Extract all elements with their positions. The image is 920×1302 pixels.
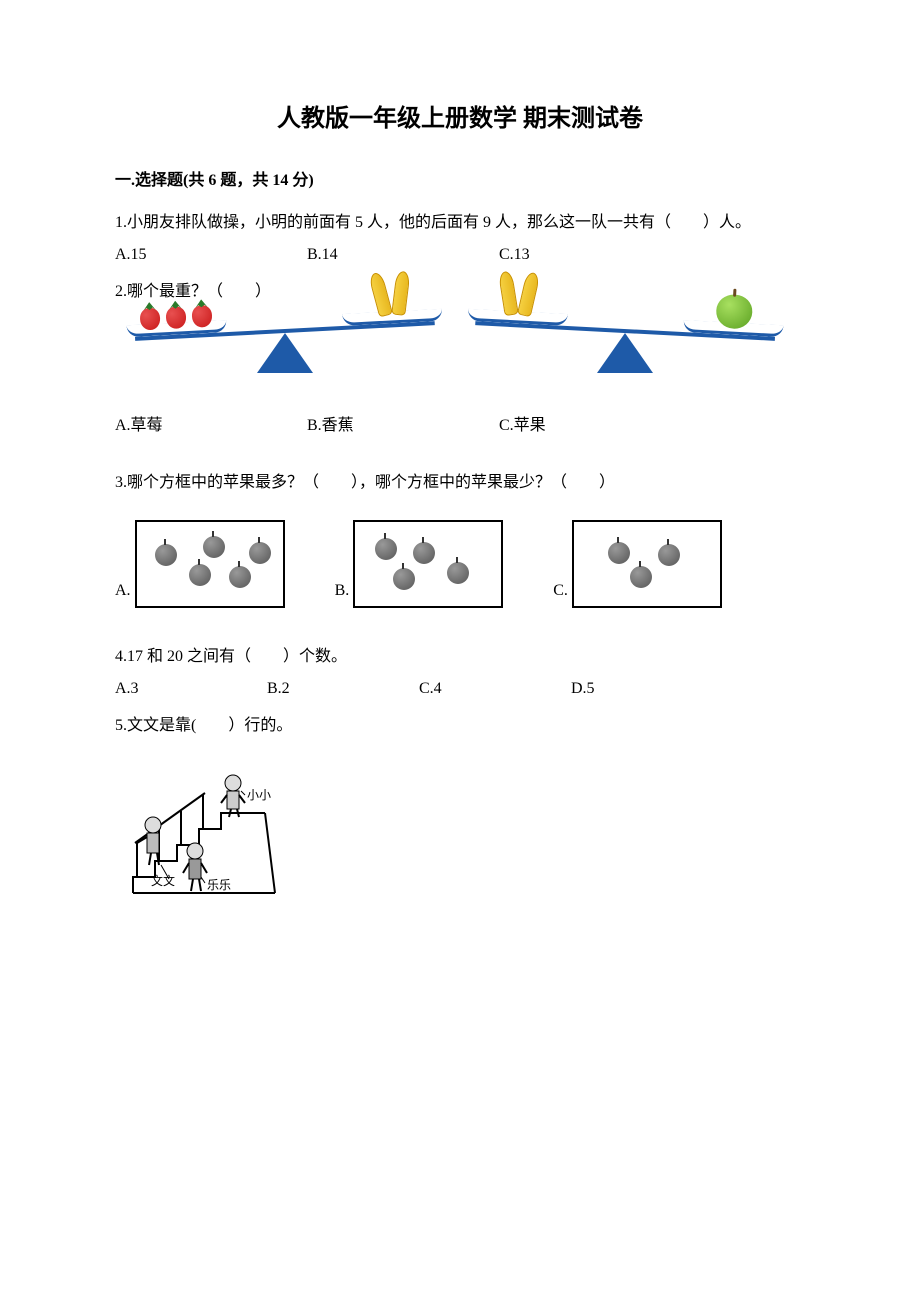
q1-opt-b: B.14 <box>307 242 487 268</box>
apple-dot-icon <box>608 542 630 564</box>
q2-opt-a: A.草莓 <box>115 413 295 439</box>
apple-dot-icon <box>658 544 680 566</box>
q1-options: A.15 B.14 C.13 <box>115 242 805 268</box>
question-2: 2.哪个最重？（ ） <box>115 279 805 438</box>
q4-opt-c: C.4 <box>419 676 559 702</box>
q4-opt-a: A.3 <box>115 676 255 702</box>
q2-opt-c: C.苹果 <box>499 413 679 439</box>
q1-opt-a: A.15 <box>115 242 295 268</box>
apple-box <box>353 520 503 608</box>
child-xiaoxiao-icon <box>221 775 245 817</box>
q3-box-a-label: A. <box>115 578 131 608</box>
q3-box-c: C. <box>553 520 722 608</box>
page-title: 人教版一年级上册数学 期末测试卷 <box>115 100 805 138</box>
q2-opt-b: B.香蕉 <box>307 413 487 439</box>
apple-dot-icon <box>393 568 415 590</box>
pan-right <box>342 309 442 326</box>
section-1-header: 一.选择题(共 6 题，共 14 分) <box>115 168 805 194</box>
apple-box <box>135 520 285 608</box>
label-wenwen: 文文 <box>151 873 175 888</box>
strawberry-icon <box>137 301 162 330</box>
scale-right <box>475 329 775 373</box>
question-1: 1.小朋友排队做操，小明的前面有 5 人，他的后面有 9 人，那么这一队一共有（… <box>115 210 805 267</box>
question-4: 4.17 和 20 之间有（ ）个数。 A.3 B.2 C.4 D.5 <box>115 644 805 701</box>
apple-dot-icon <box>447 562 469 584</box>
label-lele: 乐乐 <box>207 878 231 892</box>
apple-dot-icon <box>375 538 397 560</box>
fulcrum-icon <box>257 333 313 373</box>
q2-options: A.草莓 B.香蕉 C.苹果 <box>115 413 805 439</box>
pan-left <box>126 320 226 337</box>
q3-boxes: A. B. C. <box>115 520 805 608</box>
apple-dot-icon <box>249 542 271 564</box>
apple-dot-icon <box>413 542 435 564</box>
q3-box-b-label: B. <box>335 578 350 608</box>
q3-text: 3.哪个方框中的苹果最多？（ ），哪个方框中的苹果最少？（ ） <box>115 470 805 496</box>
strawberry-icon <box>189 298 214 327</box>
strawberry-icon <box>163 300 188 329</box>
banana-icon <box>365 270 417 319</box>
pan-right <box>683 320 783 337</box>
q5-text: 5.文文是靠( ）行的。 <box>115 713 805 739</box>
q1-text: 1.小朋友排队做操，小明的前面有 5 人，他的后面有 9 人，那么这一队一共有（… <box>115 210 805 236</box>
child-lele-icon <box>183 843 207 891</box>
apple-dot-icon <box>155 544 177 566</box>
q3-box-a: A. <box>115 520 285 608</box>
q4-options: A.3 B.2 C.4 D.5 <box>115 676 805 702</box>
label-xiaoxiao: 小小 <box>247 788 271 802</box>
child-wenwen-icon <box>137 817 161 865</box>
apple-dot-icon <box>203 536 225 558</box>
q2-scales <box>135 329 805 373</box>
apple-icon <box>713 289 755 329</box>
q3-box-b: B. <box>335 520 504 608</box>
q1-opt-c: C.13 <box>499 242 679 268</box>
q4-opt-b: B.2 <box>267 676 407 702</box>
apple-dot-icon <box>189 564 211 586</box>
q3-box-c-label: C. <box>553 578 568 608</box>
scale-left <box>135 329 435 373</box>
stairs-illustration: 小小 文文 乐乐 <box>125 755 285 905</box>
q4-opt-d: D.5 <box>571 676 711 702</box>
banana-icon <box>493 270 545 319</box>
apple-box <box>572 520 722 608</box>
question-5: 5.文文是靠( ）行的。 <box>115 713 805 933</box>
q4-text: 4.17 和 20 之间有（ ）个数。 <box>115 644 805 670</box>
apple-dot-icon <box>630 566 652 588</box>
apple-dot-icon <box>229 566 251 588</box>
fulcrum-icon <box>597 333 653 373</box>
question-3: 3.哪个方框中的苹果最多？（ ），哪个方框中的苹果最少？（ ） A. B. C. <box>115 470 805 608</box>
pan-left <box>467 309 567 326</box>
